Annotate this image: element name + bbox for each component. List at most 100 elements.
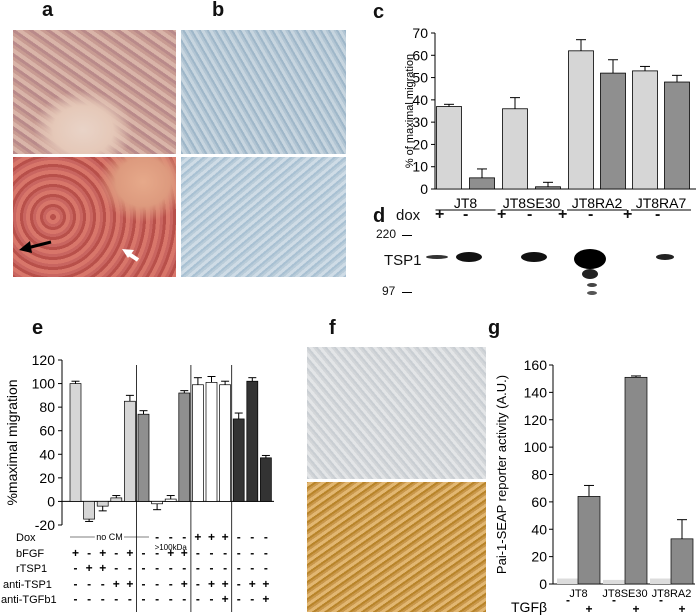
- condition-sign: -: [142, 577, 146, 591]
- marker-tick-220: [402, 235, 412, 236]
- condition-sign: -: [155, 546, 159, 560]
- condition-sign: -: [142, 592, 146, 606]
- y-tick-label: 20: [412, 136, 428, 152]
- y-tick-label: 140: [524, 384, 548, 400]
- condition-sign: -: [87, 592, 91, 606]
- blot-sign: +: [558, 206, 568, 223]
- condition-sign: -: [223, 546, 227, 560]
- y-axis-label: % of maximal migration: [404, 54, 416, 168]
- y-tick-label: 30: [412, 114, 428, 130]
- bar: [137, 413, 150, 502]
- condition-sign: -: [210, 592, 214, 606]
- band-5-smear: [582, 269, 598, 279]
- bar: [632, 70, 658, 190]
- blot-sign: -: [527, 206, 533, 223]
- y-tick-label: 70: [412, 25, 428, 41]
- y-tick-label: 40: [412, 92, 428, 108]
- bar: [219, 384, 231, 502]
- y-tick-label: 0: [539, 576, 547, 592]
- panel-a-top-image: [13, 30, 176, 154]
- condition-sign: +: [262, 577, 269, 591]
- condition-sign: -: [250, 546, 254, 560]
- condition-sign: +: [208, 577, 215, 591]
- blot-sign-row: + - + - + - + -: [372, 206, 699, 227]
- bar: [124, 400, 136, 502]
- y-tick-label: 80: [531, 467, 547, 483]
- group-label: JT8: [454, 195, 478, 211]
- condition-sign: +: [72, 546, 79, 560]
- bar: [246, 380, 259, 502]
- condition-label: rTSP1: [16, 563, 47, 575]
- condition-sign: -: [264, 546, 268, 560]
- panel-a-arrows: [19, 240, 140, 262]
- y-tick-label: 20: [531, 549, 547, 565]
- condition-sign: -: [210, 561, 214, 575]
- panel-label-f: f: [329, 317, 336, 339]
- blot-sign: +: [435, 206, 445, 223]
- bar: [110, 497, 123, 502]
- condition-sign: -: [210, 546, 214, 560]
- condition-sign: -: [101, 577, 105, 591]
- y-tick-label: -20: [35, 517, 55, 533]
- condition-sign: -: [128, 561, 132, 575]
- tgfb-sign: +: [678, 602, 685, 615]
- blot-sign: +: [623, 206, 633, 223]
- condition-sign: +: [113, 577, 120, 591]
- band-5: [574, 249, 606, 269]
- condition-sign: -: [182, 561, 186, 575]
- panel-d-blot: dox + - + - + - + - 220 TSP1 97: [372, 206, 699, 313]
- no-cm-label: no CM: [96, 532, 123, 542]
- condition-sign: +: [167, 546, 174, 560]
- bar: [624, 376, 648, 585]
- condition-sign: +: [222, 577, 229, 591]
- condition-label: bFGF: [16, 548, 44, 560]
- bar: [535, 186, 561, 190]
- panel-label-d: d: [373, 205, 386, 227]
- condition-sign: -: [74, 592, 78, 606]
- band-5-low-a: [587, 283, 597, 287]
- panel-f-top-image: [307, 347, 486, 479]
- y-tick-label: 40: [39, 446, 55, 462]
- condition-sign: +: [181, 577, 188, 591]
- condition-sign: -: [250, 530, 254, 544]
- panel-label-c: c: [373, 1, 385, 23]
- condition-sign: -: [264, 561, 268, 575]
- condition-sign: -: [114, 561, 118, 575]
- tgfb-sign: +: [632, 602, 639, 615]
- condition-sign: -: [169, 561, 173, 575]
- bar: [192, 384, 204, 502]
- bar: [664, 81, 690, 190]
- condition-sign: -: [237, 592, 241, 606]
- condition-sign: -: [74, 577, 78, 591]
- band-1: [426, 255, 448, 259]
- condition-sign: +: [222, 592, 229, 606]
- condition-sign: -: [237, 530, 241, 544]
- panel-f-bottom-image: [307, 482, 486, 612]
- y-tick-label: 10: [412, 159, 428, 175]
- y-tick-label: 60: [39, 423, 55, 439]
- bar: [96, 501, 109, 507]
- blot-marker-97: 97: [382, 284, 396, 298]
- gt100kda-label: >100kDa: [155, 543, 188, 552]
- condition-sign: -: [114, 592, 118, 606]
- group-label: JT8SE30: [503, 195, 561, 211]
- condition-sign: -: [182, 530, 186, 544]
- bar: [568, 50, 594, 190]
- condition-label: Dox: [16, 532, 36, 544]
- condition-sign: -: [128, 592, 132, 606]
- bar: [232, 418, 245, 502]
- y-tick-label: 20: [39, 470, 55, 486]
- panel-a-bottom-image: [13, 157, 176, 277]
- marker-tick-97: [402, 292, 412, 293]
- bar: [436, 106, 462, 190]
- condition-sign: -: [142, 546, 146, 560]
- condition-sign: +: [126, 577, 133, 591]
- bar: [670, 538, 694, 585]
- panel-e-bar-chart: -20 0 20 40 60 80 100 120 %maximal migration Dox -…: [1, 352, 274, 612]
- blot-bands: [426, 249, 674, 295]
- condition-label: anti-TSP1: [3, 579, 52, 591]
- condition-sign: +: [181, 546, 188, 560]
- panel-c-bar-chart: 0 10 20 30 40 50 60 70 % of maximal migration JT8…: [404, 25, 696, 211]
- condition-sign: -: [142, 561, 146, 575]
- panel-b-bottom-image: [181, 157, 346, 277]
